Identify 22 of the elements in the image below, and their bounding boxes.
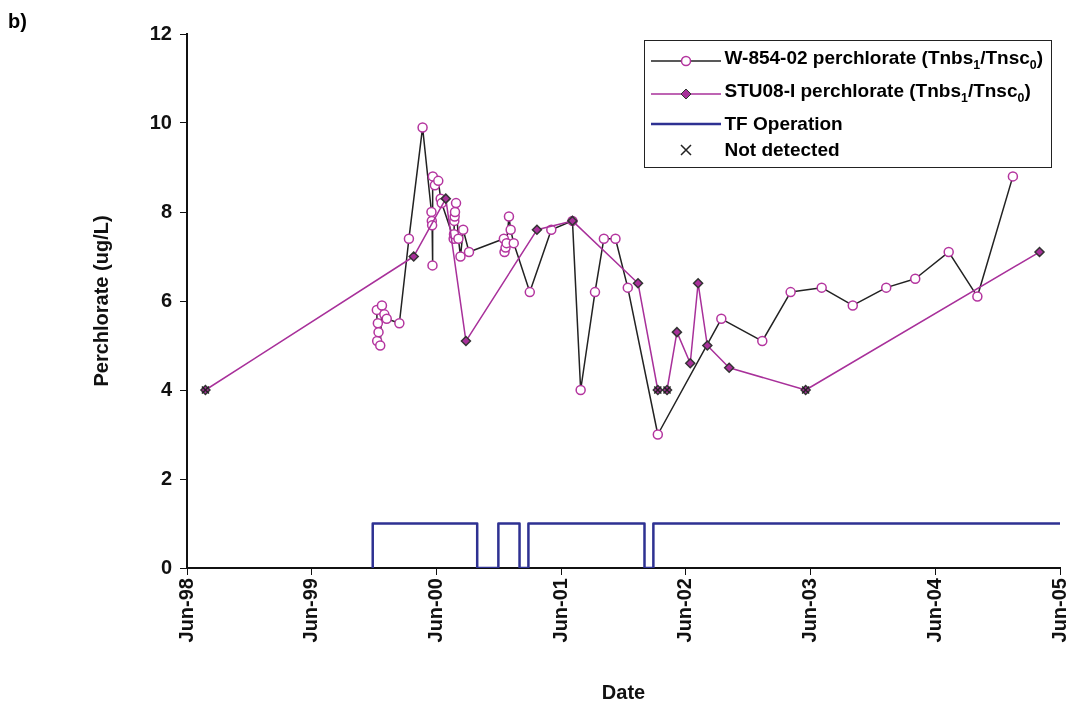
x-tick-label: Jun-05 (1047, 578, 1070, 643)
x-tick-label: Jun-00 (424, 578, 447, 643)
y-axis-title: Perchlorate (ug/L) (89, 215, 112, 387)
x-tick-label: Jun-99 (299, 578, 322, 643)
y-tick-label: 4 (160, 377, 173, 400)
x-tick-label: Jun-04 (922, 577, 945, 643)
x-tick-label: Jun-01 (548, 578, 571, 643)
y-tick-label: 10 (149, 110, 172, 133)
legend-label: W-854-02 perchlorate (Tnbs$_{1}$/Tnsc$_{0}$) (724, 46, 1043, 74)
legend-label: TF Operation (724, 111, 843, 136)
text: b) (8, 10, 27, 33)
legend-label: STU08-I perchlorate (Tnbs$_{1}$/Tnsc$_{0}$) (724, 78, 1031, 107)
y-tick-label: 2 (160, 466, 172, 489)
x-tick-label: Jun-98 (174, 578, 197, 643)
legend-label: Not detected (724, 137, 840, 162)
y-tick-label: 6 (160, 288, 172, 311)
x-tick-label: Jun-03 (797, 578, 820, 643)
x-tick-label: Jun-02 (673, 578, 696, 643)
x-axis-title: Date (601, 680, 646, 703)
y-tick-label: 12 (149, 21, 172, 44)
y-tick-label: 8 (160, 199, 172, 222)
y-tick-label: 0 (160, 555, 172, 578)
